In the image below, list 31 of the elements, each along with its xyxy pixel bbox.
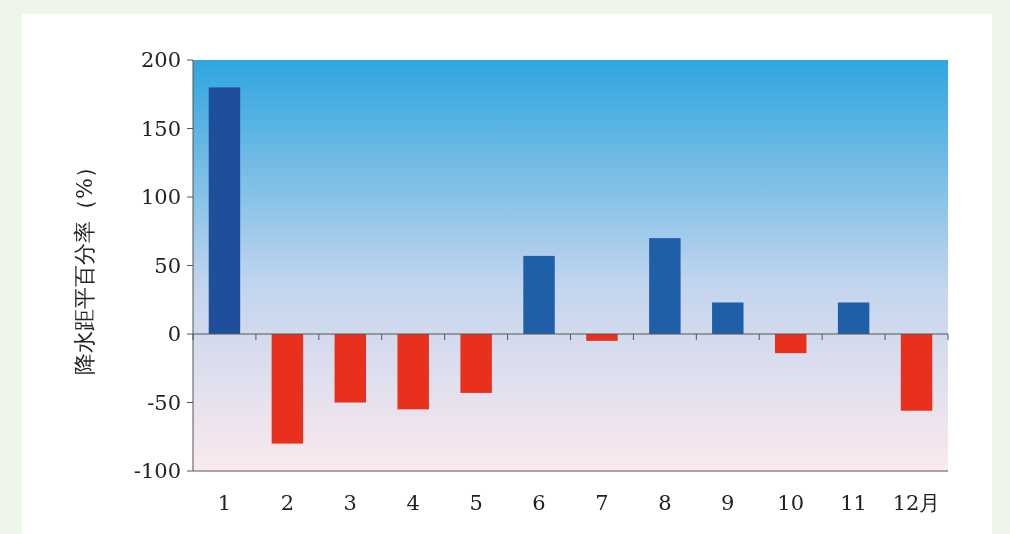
x-tick-label: 4 bbox=[406, 491, 420, 515]
x-tick-label: 6 bbox=[532, 491, 546, 515]
bar bbox=[460, 334, 492, 393]
y-tick-label: -50 bbox=[147, 390, 181, 415]
y-tick-label: 0 bbox=[167, 322, 181, 346]
x-tick-label: 9 bbox=[721, 491, 735, 515]
bar bbox=[774, 334, 807, 354]
bar bbox=[712, 302, 744, 334]
y-tick-label: -100 bbox=[133, 459, 181, 483]
bar bbox=[397, 334, 429, 410]
y-tick-label: 150 bbox=[140, 116, 181, 141]
x-tick-label: 5 bbox=[469, 491, 483, 515]
bar bbox=[271, 334, 304, 444]
x-tick-label: 2 bbox=[280, 491, 295, 515]
x-tick-label: 1 bbox=[217, 491, 232, 515]
x-tick-label: 11 bbox=[840, 491, 867, 515]
bar bbox=[900, 334, 933, 411]
x-tick-label: 10 bbox=[777, 491, 805, 515]
bar bbox=[334, 334, 367, 403]
y-tick-label: 100 bbox=[140, 185, 181, 209]
bar bbox=[208, 87, 241, 334]
bar bbox=[523, 255, 555, 334]
x-tick-label: 7 bbox=[595, 491, 609, 515]
x-tick-label: 12月 bbox=[892, 491, 941, 515]
y-tick-label: 50 bbox=[154, 253, 181, 278]
x-tick-label: 3 bbox=[343, 491, 357, 515]
x-tick-label: 8 bbox=[658, 491, 672, 515]
y-axis-title: 降水距平百分率（%） bbox=[72, 156, 97, 375]
y-tick-label: 200 bbox=[140, 48, 181, 72]
bar bbox=[837, 302, 870, 334]
bar bbox=[649, 238, 681, 334]
